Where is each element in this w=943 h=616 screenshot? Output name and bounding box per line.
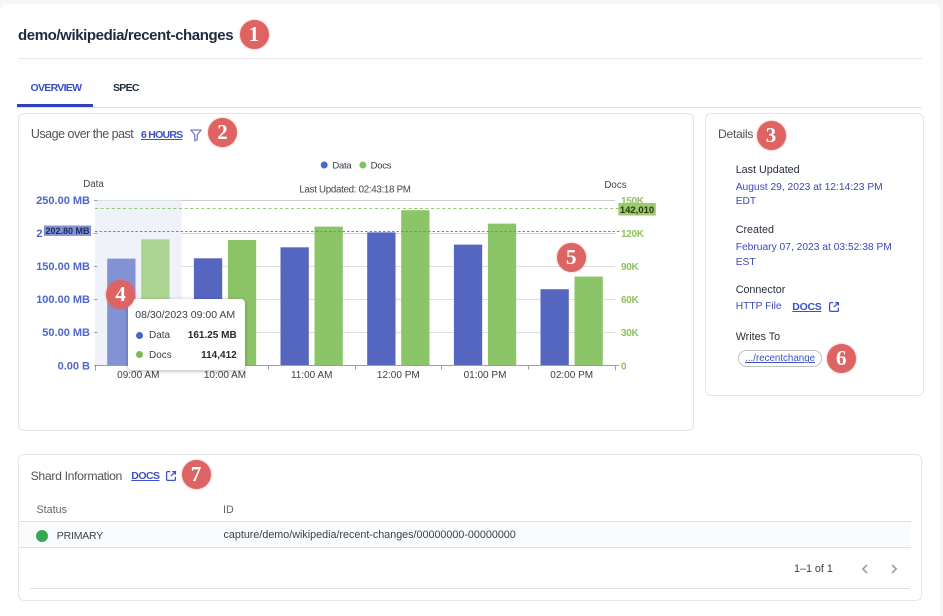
svg-text:90K: 90K — [621, 262, 640, 273]
svg-text:Last Updated: 02:43:18 PM: Last Updated: 02:43:18 PM — [299, 184, 410, 195]
svg-text:12:00 PM: 12:00 PM — [377, 370, 420, 381]
svg-text:02:00 PM: 02:00 PM — [550, 370, 593, 381]
svg-text:0.00 B: 0.00 B — [58, 360, 90, 372]
svg-text:100.00 MB: 100.00 MB — [36, 294, 90, 306]
svg-text:10:00 AM: 10:00 AM — [204, 370, 246, 381]
svg-text:01:00 PM: 01:00 PM — [464, 370, 507, 381]
svg-text:Docs: Docs — [604, 180, 626, 191]
svg-text:11:00 AM: 11:00 AM — [291, 370, 333, 381]
svg-text:30K: 30K — [621, 328, 640, 339]
svg-text:120K: 120K — [621, 229, 645, 240]
svg-text:Docs: Docs — [371, 160, 392, 171]
svg-text:2: 2 — [36, 228, 42, 240]
svg-text:50.00 MB: 50.00 MB — [42, 327, 90, 339]
svg-text:150.00 MB: 150.00 MB — [36, 261, 90, 273]
svg-text:Data: Data — [332, 160, 352, 171]
svg-text:202.80 MB: 202.80 MB — [45, 226, 90, 236]
svg-text:0: 0 — [621, 361, 627, 372]
svg-text:150K: 150K — [621, 196, 645, 207]
svg-text:142,010: 142,010 — [620, 205, 654, 216]
svg-text:09:00 AM: 09:00 AM — [117, 370, 159, 381]
svg-text:60K: 60K — [621, 295, 640, 306]
svg-text:Data: Data — [83, 179, 104, 190]
svg-text:250.00 MB: 250.00 MB — [36, 195, 90, 207]
